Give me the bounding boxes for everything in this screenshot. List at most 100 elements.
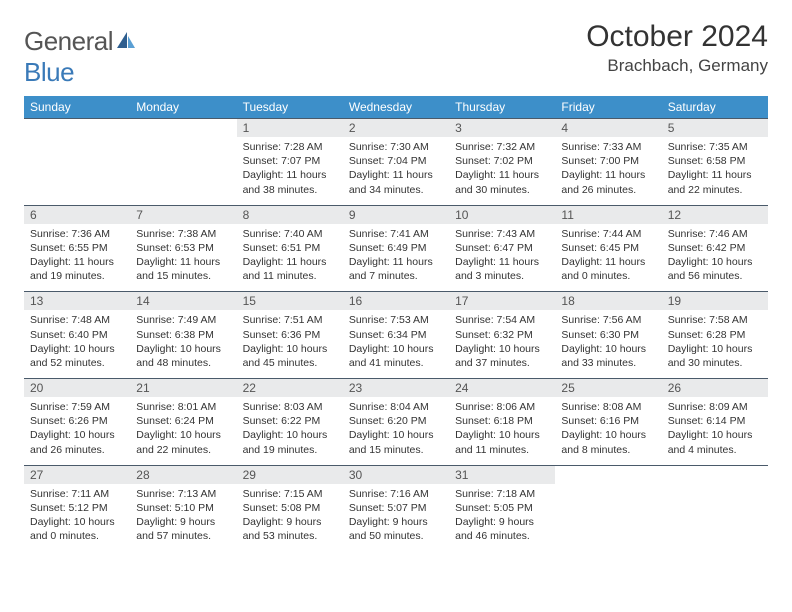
day-number: 6 bbox=[24, 206, 130, 224]
day-cell: 24Sunrise: 8:06 AMSunset: 6:18 PMDayligh… bbox=[449, 379, 555, 466]
day-body: Sunrise: 7:32 AMSunset: 7:02 PMDaylight:… bbox=[449, 137, 555, 205]
day-body: Sunrise: 8:01 AMSunset: 6:24 PMDaylight:… bbox=[130, 397, 236, 465]
dow-wednesday: Wednesday bbox=[343, 96, 449, 119]
day-number: 23 bbox=[343, 379, 449, 397]
day-body: Sunrise: 8:06 AMSunset: 6:18 PMDaylight:… bbox=[449, 397, 555, 465]
day-body: Sunrise: 8:09 AMSunset: 6:14 PMDaylight:… bbox=[662, 397, 768, 465]
day-cell: 31Sunrise: 7:18 AMSunset: 5:05 PMDayligh… bbox=[449, 465, 555, 551]
day-cell: 18Sunrise: 7:56 AMSunset: 6:30 PMDayligh… bbox=[555, 292, 661, 379]
dow-tuesday: Tuesday bbox=[237, 96, 343, 119]
day-number: 30 bbox=[343, 466, 449, 484]
day-body: Sunrise: 7:13 AMSunset: 5:10 PMDaylight:… bbox=[130, 484, 236, 552]
day-body: Sunrise: 7:46 AMSunset: 6:42 PMDaylight:… bbox=[662, 224, 768, 292]
day-cell: 12Sunrise: 7:46 AMSunset: 6:42 PMDayligh… bbox=[662, 205, 768, 292]
brand-text: GeneralBlue bbox=[24, 26, 137, 88]
day-body: Sunrise: 7:36 AMSunset: 6:55 PMDaylight:… bbox=[24, 224, 130, 292]
day-number: 29 bbox=[237, 466, 343, 484]
dow-thursday: Thursday bbox=[449, 96, 555, 119]
day-body: Sunrise: 7:43 AMSunset: 6:47 PMDaylight:… bbox=[449, 224, 555, 292]
day-number: 16 bbox=[343, 292, 449, 310]
week-row: 20Sunrise: 7:59 AMSunset: 6:26 PMDayligh… bbox=[24, 379, 768, 466]
day-body: Sunrise: 7:49 AMSunset: 6:38 PMDaylight:… bbox=[130, 310, 236, 378]
day-cell bbox=[24, 119, 130, 206]
day-cell: 2Sunrise: 7:30 AMSunset: 7:04 PMDaylight… bbox=[343, 119, 449, 206]
day-cell: 10Sunrise: 7:43 AMSunset: 6:47 PMDayligh… bbox=[449, 205, 555, 292]
day-number: 26 bbox=[662, 379, 768, 397]
day-cell: 19Sunrise: 7:58 AMSunset: 6:28 PMDayligh… bbox=[662, 292, 768, 379]
day-cell: 4Sunrise: 7:33 AMSunset: 7:00 PMDaylight… bbox=[555, 119, 661, 206]
day-cell: 3Sunrise: 7:32 AMSunset: 7:02 PMDaylight… bbox=[449, 119, 555, 206]
day-number: 9 bbox=[343, 206, 449, 224]
day-cell bbox=[662, 465, 768, 551]
day-number: 31 bbox=[449, 466, 555, 484]
day-cell: 17Sunrise: 7:54 AMSunset: 6:32 PMDayligh… bbox=[449, 292, 555, 379]
day-number: 24 bbox=[449, 379, 555, 397]
day-cell: 25Sunrise: 8:08 AMSunset: 6:16 PMDayligh… bbox=[555, 379, 661, 466]
day-cell: 8Sunrise: 7:40 AMSunset: 6:51 PMDaylight… bbox=[237, 205, 343, 292]
day-cell: 27Sunrise: 7:11 AMSunset: 5:12 PMDayligh… bbox=[24, 465, 130, 551]
day-body: Sunrise: 7:58 AMSunset: 6:28 PMDaylight:… bbox=[662, 310, 768, 378]
day-body: Sunrise: 8:04 AMSunset: 6:20 PMDaylight:… bbox=[343, 397, 449, 465]
day-body: Sunrise: 7:18 AMSunset: 5:05 PMDaylight:… bbox=[449, 484, 555, 552]
day-number: 25 bbox=[555, 379, 661, 397]
dow-saturday: Saturday bbox=[662, 96, 768, 119]
day-cell: 21Sunrise: 8:01 AMSunset: 6:24 PMDayligh… bbox=[130, 379, 236, 466]
day-number: 13 bbox=[24, 292, 130, 310]
dow-row: Sunday Monday Tuesday Wednesday Thursday… bbox=[24, 96, 768, 119]
day-cell: 23Sunrise: 8:04 AMSunset: 6:20 PMDayligh… bbox=[343, 379, 449, 466]
day-number: 28 bbox=[130, 466, 236, 484]
day-body: Sunrise: 7:56 AMSunset: 6:30 PMDaylight:… bbox=[555, 310, 661, 378]
dow-sunday: Sunday bbox=[24, 96, 130, 119]
day-cell: 28Sunrise: 7:13 AMSunset: 5:10 PMDayligh… bbox=[130, 465, 236, 551]
day-number: 3 bbox=[449, 119, 555, 137]
day-cell: 7Sunrise: 7:38 AMSunset: 6:53 PMDaylight… bbox=[130, 205, 236, 292]
day-cell: 14Sunrise: 7:49 AMSunset: 6:38 PMDayligh… bbox=[130, 292, 236, 379]
day-body: Sunrise: 7:33 AMSunset: 7:00 PMDaylight:… bbox=[555, 137, 661, 205]
day-cell: 11Sunrise: 7:44 AMSunset: 6:45 PMDayligh… bbox=[555, 205, 661, 292]
day-cell: 5Sunrise: 7:35 AMSunset: 6:58 PMDaylight… bbox=[662, 119, 768, 206]
day-cell: 22Sunrise: 8:03 AMSunset: 6:22 PMDayligh… bbox=[237, 379, 343, 466]
calendar-table: Sunday Monday Tuesday Wednesday Thursday… bbox=[24, 96, 768, 551]
week-row: 27Sunrise: 7:11 AMSunset: 5:12 PMDayligh… bbox=[24, 465, 768, 551]
day-number: 8 bbox=[237, 206, 343, 224]
day-number: 4 bbox=[555, 119, 661, 137]
day-number: 22 bbox=[237, 379, 343, 397]
day-cell: 1Sunrise: 7:28 AMSunset: 7:07 PMDaylight… bbox=[237, 119, 343, 206]
day-body: Sunrise: 7:54 AMSunset: 6:32 PMDaylight:… bbox=[449, 310, 555, 378]
day-number: 2 bbox=[343, 119, 449, 137]
day-number: 19 bbox=[662, 292, 768, 310]
day-body: Sunrise: 7:51 AMSunset: 6:36 PMDaylight:… bbox=[237, 310, 343, 378]
day-number: 12 bbox=[662, 206, 768, 224]
day-body: Sunrise: 7:38 AMSunset: 6:53 PMDaylight:… bbox=[130, 224, 236, 292]
day-cell: 9Sunrise: 7:41 AMSunset: 6:49 PMDaylight… bbox=[343, 205, 449, 292]
sail-icon bbox=[115, 26, 137, 56]
day-body: Sunrise: 7:15 AMSunset: 5:08 PMDaylight:… bbox=[237, 484, 343, 552]
location: Brachbach, Germany bbox=[586, 56, 768, 76]
day-body: Sunrise: 8:08 AMSunset: 6:16 PMDaylight:… bbox=[555, 397, 661, 465]
title-block: October 2024 Brachbach, Germany bbox=[586, 20, 768, 76]
day-body: Sunrise: 7:11 AMSunset: 5:12 PMDaylight:… bbox=[24, 484, 130, 552]
dow-friday: Friday bbox=[555, 96, 661, 119]
day-body: Sunrise: 7:59 AMSunset: 6:26 PMDaylight:… bbox=[24, 397, 130, 465]
brand-part2: Blue bbox=[24, 57, 74, 87]
day-cell: 6Sunrise: 7:36 AMSunset: 6:55 PMDaylight… bbox=[24, 205, 130, 292]
day-number: 15 bbox=[237, 292, 343, 310]
day-body: Sunrise: 8:03 AMSunset: 6:22 PMDaylight:… bbox=[237, 397, 343, 465]
day-body: Sunrise: 7:16 AMSunset: 5:07 PMDaylight:… bbox=[343, 484, 449, 552]
day-number: 7 bbox=[130, 206, 236, 224]
week-row: 1Sunrise: 7:28 AMSunset: 7:07 PMDaylight… bbox=[24, 119, 768, 206]
day-cell: 29Sunrise: 7:15 AMSunset: 5:08 PMDayligh… bbox=[237, 465, 343, 551]
day-body: Sunrise: 7:48 AMSunset: 6:40 PMDaylight:… bbox=[24, 310, 130, 378]
dow-monday: Monday bbox=[130, 96, 236, 119]
day-cell: 13Sunrise: 7:48 AMSunset: 6:40 PMDayligh… bbox=[24, 292, 130, 379]
day-body: Sunrise: 7:53 AMSunset: 6:34 PMDaylight:… bbox=[343, 310, 449, 378]
day-number: 21 bbox=[130, 379, 236, 397]
day-number: 1 bbox=[237, 119, 343, 137]
day-body: Sunrise: 7:44 AMSunset: 6:45 PMDaylight:… bbox=[555, 224, 661, 292]
header: GeneralBlue October 2024 Brachbach, Germ… bbox=[24, 20, 768, 88]
day-cell: 16Sunrise: 7:53 AMSunset: 6:34 PMDayligh… bbox=[343, 292, 449, 379]
day-body: Sunrise: 7:28 AMSunset: 7:07 PMDaylight:… bbox=[237, 137, 343, 205]
day-number: 14 bbox=[130, 292, 236, 310]
day-number: 10 bbox=[449, 206, 555, 224]
day-number: 5 bbox=[662, 119, 768, 137]
